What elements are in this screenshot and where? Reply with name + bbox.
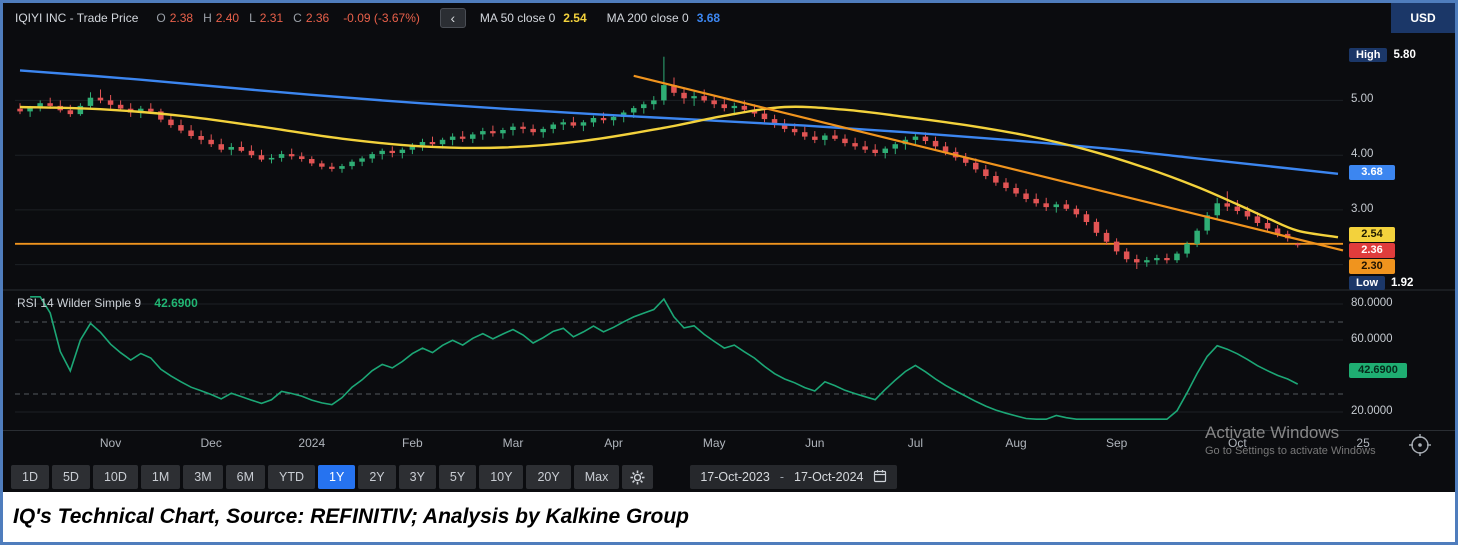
- high-value-hdr: 2.40: [215, 11, 240, 25]
- watermark-line2: Go to Settings to activate Windows: [1205, 445, 1376, 457]
- ma200-label: MA 200 close 0: [606, 11, 689, 25]
- currency-badge[interactable]: USD: [1391, 3, 1455, 33]
- rsi-label: RSI 14 Wilder Simple 9: [17, 296, 142, 310]
- range-button-3y[interactable]: 3Y: [398, 465, 436, 489]
- range-buttons: 1D 5D 10D 1M 3M 6M YTD 1Y 2Y 3Y 5Y 10Y 20Y Max: [11, 465, 620, 489]
- caption-bar: IQ's Technical Chart, Source: REFINITIV;…: [3, 492, 1455, 542]
- range-button-max[interactable]: Max: [573, 465, 620, 489]
- range-toolbar: 1D 5D 10D 1M 3M 6M YTD 1Y 2Y 3Y 5Y 10Y 20Y Max 17-Oct…: [3, 462, 1455, 492]
- calendar-icon: [873, 469, 887, 486]
- ma50-current-value: 2.54: [563, 11, 587, 25]
- range-button-2y[interactable]: 2Y: [358, 465, 396, 489]
- crosshair-icon[interactable]: [1407, 432, 1433, 458]
- date-range-separator: -: [779, 470, 784, 484]
- caption-text: IQ's Technical Chart, Source: REFINITIV;…: [13, 505, 689, 528]
- range-button-10d[interactable]: 10D: [92, 465, 138, 489]
- range-button-6m[interactable]: 6M: [225, 465, 266, 489]
- range-button-1m[interactable]: 1M: [140, 465, 181, 489]
- ma50-legend[interactable]: MA 50 close 0 2.54: [480, 11, 587, 25]
- watermark-line1: Activate Windows: [1205, 423, 1340, 442]
- date-from: 17-Oct-2023: [700, 470, 770, 484]
- open-label: O: [156, 11, 166, 25]
- ma200-current-value: 3.68: [696, 11, 721, 25]
- high-price: 5.80: [1393, 49, 1416, 62]
- range-button-ytd[interactable]: YTD: [268, 465, 316, 489]
- range-button-3m[interactable]: 3M: [183, 465, 223, 489]
- ohlc-readout: O 2.38 H 2.40 L 2.31 C 2.36 -0.09 (-3.67%): [156, 11, 420, 25]
- change-value: -0.09 (-3.67%): [343, 11, 420, 25]
- chart-settings-button[interactable]: [622, 465, 654, 489]
- range-button-5d[interactable]: 5D: [51, 465, 90, 489]
- range-button-10y[interactable]: 10Y: [479, 465, 524, 489]
- low-pill: Low: [1349, 275, 1385, 290]
- candlestick-rsi-chart[interactable]: [3, 33, 1455, 462]
- low-label-hdr: L: [249, 11, 256, 25]
- range-button-1d[interactable]: 1D: [11, 465, 49, 489]
- ma50-label: MA 50 close 0: [479, 11, 556, 25]
- instrument-title: IQIYI INC - Trade Price: [15, 11, 139, 25]
- chart-header: IQIYI INC - Trade Price O 2.38 H 2.40 L 2.3…: [3, 3, 1455, 33]
- collapse-legend-button[interactable]: ‹: [439, 8, 466, 28]
- low-price: 1.92: [1391, 276, 1414, 289]
- close-label-hdr: C: [293, 11, 302, 25]
- rsi-current-value: 42.6900: [154, 296, 198, 310]
- activate-windows-watermark: Activate Windows Go to Settings to activ…: [1205, 423, 1376, 457]
- close-value-hdr: 2.36: [305, 11, 330, 25]
- chart-area: High 5.80 Low 1.92 RSI 14 Wilder Simple …: [3, 33, 1455, 462]
- low-value-hdr: 2.31: [259, 11, 284, 25]
- date-to: 17-Oct-2024: [794, 470, 864, 484]
- date-range-picker[interactable]: 17-Oct-2023 - 17-Oct-2024: [690, 465, 898, 489]
- gear-icon: [630, 470, 645, 484]
- range-button-1y[interactable]: 1Y: [318, 465, 356, 489]
- open-value: 2.38: [169, 11, 194, 25]
- high-label-hdr: H: [203, 11, 212, 25]
- rsi-legend[interactable]: RSI 14 Wilder Simple 9 42.6900: [17, 296, 198, 310]
- high-marker: High 5.80: [1349, 48, 1416, 63]
- low-marker: Low 1.92: [1349, 275, 1413, 290]
- trading-chart-window: IQIYI INC - Trade Price O 2.38 H 2.40 L 2.3…: [3, 3, 1455, 492]
- range-button-5y[interactable]: 5Y: [438, 465, 477, 489]
- ma200-legend[interactable]: MA 200 close 0 3.68: [607, 11, 720, 25]
- range-button-20y[interactable]: 20Y: [526, 465, 571, 489]
- high-pill: High: [1349, 48, 1388, 63]
